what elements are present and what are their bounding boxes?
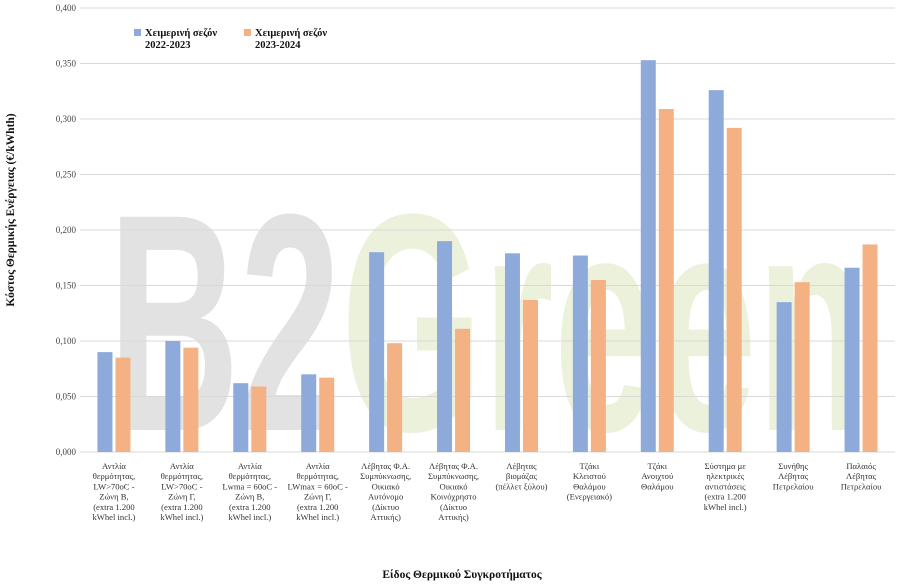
bar-series-2-cat-6 bbox=[455, 328, 471, 452]
legend-swatch bbox=[134, 29, 141, 36]
y-tick-label: 0,250 bbox=[56, 170, 77, 180]
legend-swatch bbox=[244, 29, 251, 36]
bar-series-2-cat-5 bbox=[387, 343, 403, 452]
bar-series-2-cat-8 bbox=[590, 279, 606, 452]
x-axis-categories: Αντλία θερμότητας, LW>70oC -Ζώνη Β, (extra … bbox=[92, 461, 881, 522]
x-category-label: Παλαιός Λέβητας Πετρελαίου bbox=[841, 461, 882, 491]
bar-series-1-cat-7 bbox=[504, 253, 520, 452]
bar-series-2-cat-3 bbox=[251, 386, 267, 452]
bar-series-2-cat-2 bbox=[183, 347, 199, 452]
bar-series-1-cat-2 bbox=[165, 341, 181, 452]
y-tick-label: 0,150 bbox=[56, 281, 77, 291]
y-tick-label: 0,050 bbox=[56, 392, 77, 402]
y-tick-label: 0,000 bbox=[56, 447, 77, 457]
bar-series-2-cat-11 bbox=[794, 282, 810, 452]
bar-series-1-cat-10 bbox=[708, 90, 724, 452]
x-category-label: Λέβητας Φ.Α. Συμπύκνωσης, Οικιακό Κοινόχρησ… bbox=[428, 461, 479, 522]
bar-series-2-cat-9 bbox=[658, 109, 674, 452]
bar-series-1-cat-12 bbox=[844, 267, 860, 452]
x-category-label: Αντλία θερμότητας, LWmax = 60oC -Ζώνη Γ, (e… bbox=[288, 461, 348, 522]
bar-series-1-cat-3 bbox=[233, 383, 249, 452]
x-category-label: Αντλία θερμότητας, Lwma = 60oC -Ζώνη Β, (ex… bbox=[222, 461, 277, 522]
bar-series-2-cat-7 bbox=[522, 299, 538, 452]
legend-label: Χειμερινή σεζόν 2023-2024 bbox=[255, 27, 327, 51]
watermark-logo: B2Green bbox=[108, 149, 868, 496]
y-axis-title: Κόστος Θερμικής Ενέργειας (€/kWhth) bbox=[4, 113, 17, 306]
gridlines bbox=[80, 7, 895, 453]
bar-series-2-cat-4 bbox=[319, 377, 335, 452]
bar-series-2-cat-1 bbox=[115, 357, 131, 452]
x-category-label: Τζάκι Ανοιχτού Θαλάμου bbox=[641, 461, 674, 491]
y-tick-label: 0,350 bbox=[56, 59, 77, 69]
x-category-label: Τζάκι Κλειστού Θαλάμου (Ενεργειακό) bbox=[567, 461, 612, 502]
x-category-label: Αντλία θερμότητας, LW>70oC -Ζώνη Γ, (extra … bbox=[160, 461, 203, 522]
bar-series-2-cat-12 bbox=[862, 244, 878, 452]
watermark-text: B2Green bbox=[108, 149, 868, 496]
bar-series-1-cat-1 bbox=[97, 352, 113, 452]
x-category-label: Σύστημα με ηλεκτρικές αντιστάσεις (extra 1.… bbox=[704, 461, 747, 512]
x-category-label: Λέβητας βιομάζας (πέλλετ ξύλου) bbox=[495, 461, 547, 491]
bar-series-1-cat-6 bbox=[437, 241, 453, 452]
bar-series-1-cat-4 bbox=[301, 374, 317, 452]
y-tick-label: 0,100 bbox=[56, 336, 77, 346]
y-tick-label: 0,400 bbox=[56, 3, 77, 13]
y-tick-label: 0,200 bbox=[56, 225, 77, 235]
x-category-label: Λέβητας Φ.Α. Συμπύκνωσης, Οικιακό Αυτόνομο(… bbox=[360, 461, 411, 522]
legend-label: Χειμερινή σεζόν 2022-2023 bbox=[145, 27, 217, 51]
bars bbox=[97, 60, 878, 453]
x-axis-title: Είδος Θερμικού Συγκροτήματος bbox=[382, 568, 541, 581]
bar-series-2-cat-10 bbox=[726, 127, 742, 452]
bar-series-1-cat-5 bbox=[369, 252, 385, 452]
bar-series-1-cat-8 bbox=[572, 255, 588, 452]
bar-series-1-cat-11 bbox=[776, 302, 792, 452]
y-axis-ticks: 0,000 0,050 0,100 0,150 0,200 0,250 0,300 0,350… bbox=[56, 3, 77, 457]
x-category-label: Συνήθης Λέβητας Πετρελαίου bbox=[773, 461, 814, 491]
legend: Χειμερινή σεζόν 2022-2023 Χειμερινή σεζόν 2… bbox=[134, 27, 327, 51]
bar-series-1-cat-9 bbox=[640, 60, 656, 453]
x-category-label: Αντλία θερμότητας, LW>70oC -Ζώνη Β, (extra … bbox=[92, 461, 135, 522]
y-tick-label: 0,300 bbox=[56, 114, 77, 124]
